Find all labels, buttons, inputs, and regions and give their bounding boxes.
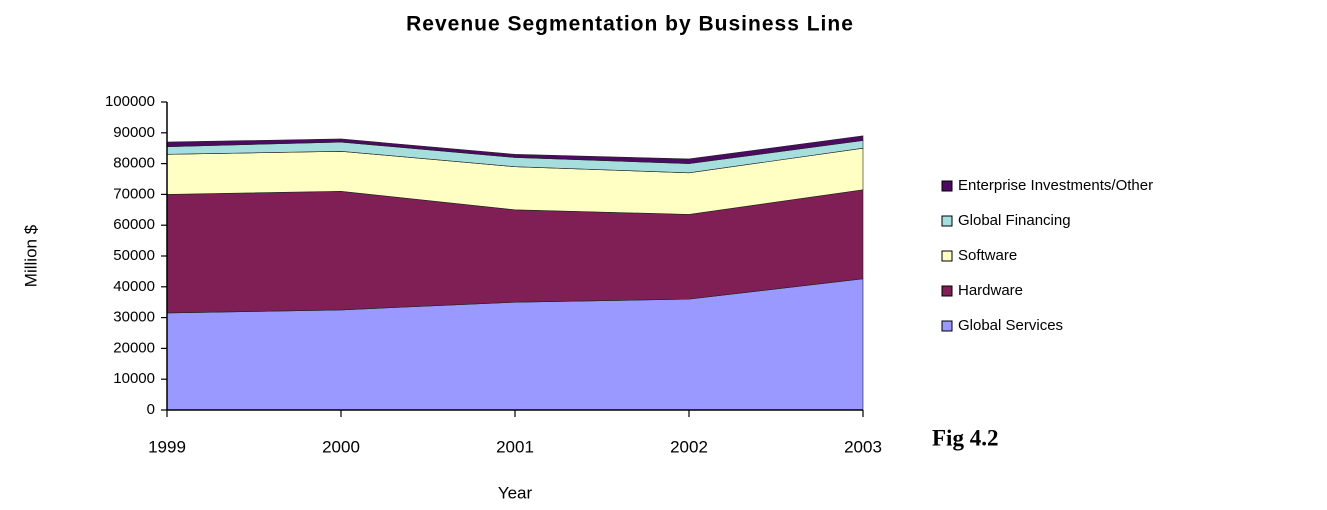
y-tick-label: 40000 <box>113 278 155 295</box>
x-tick-label: 2000 <box>322 437 360 456</box>
x-tick-label: 1999 <box>148 437 186 456</box>
x-tick-label: 2001 <box>496 437 534 456</box>
y-tick-label: 100000 <box>105 93 155 110</box>
legend-label: Enterprise Investments/Other <box>958 177 1153 194</box>
y-tick-label: 70000 <box>113 185 155 202</box>
legend-swatch <box>941 285 953 297</box>
area <box>166 135 864 164</box>
x-axis-title: Year <box>498 483 533 502</box>
y-axis-title: Million $ <box>21 224 40 287</box>
chart-title: Revenue Segmentation by Business Line <box>406 13 854 36</box>
y-tick-label: 30000 <box>113 309 155 326</box>
y-tick-label: 80000 <box>113 155 155 172</box>
legend-label: Hardware <box>958 282 1023 299</box>
y-tick-label: 20000 <box>113 339 155 356</box>
y-tick-label: 90000 <box>113 124 155 141</box>
legend-swatch <box>941 215 953 227</box>
legend-swatch <box>941 180 953 192</box>
legend-label: Global Financing <box>958 212 1071 229</box>
y-tick-label: 50000 <box>113 247 155 264</box>
figure-caption: Fig 4.2 <box>932 425 998 450</box>
y-tick-label: 0 <box>147 401 155 418</box>
legend-label: Software <box>958 247 1017 264</box>
x-tick-label: 2003 <box>844 437 882 456</box>
legend-swatch <box>941 320 953 332</box>
y-tick-label: 60000 <box>113 216 155 233</box>
x-tick-label: 2002 <box>670 437 708 456</box>
y-tick-label: 10000 <box>113 370 155 387</box>
legend-label: Global Services <box>958 317 1063 334</box>
legend-swatch <box>941 250 953 262</box>
